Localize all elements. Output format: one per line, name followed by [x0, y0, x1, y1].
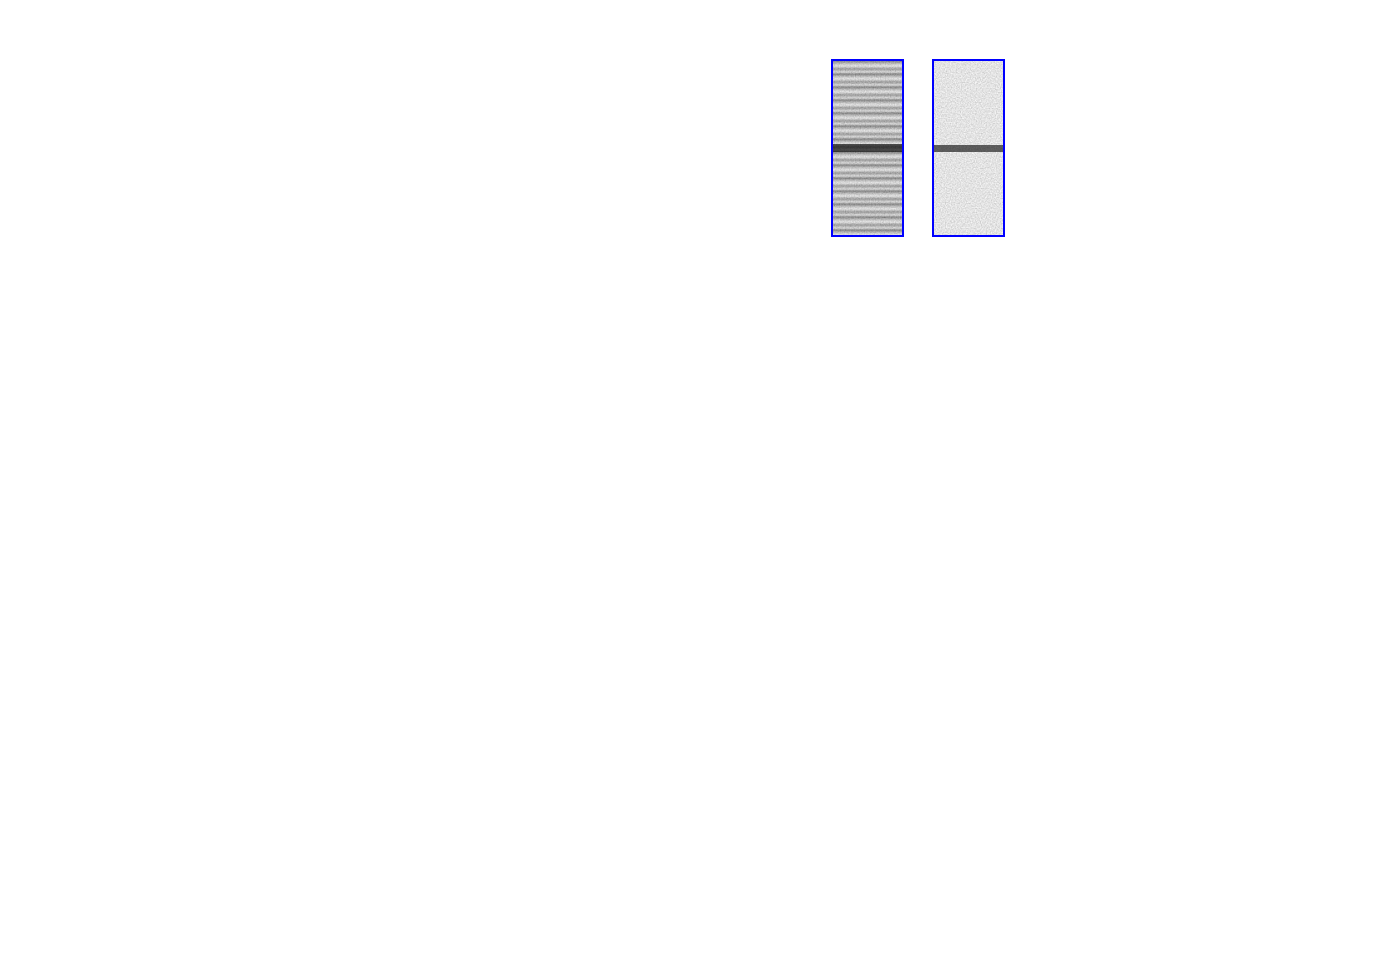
full-spectrum-plot — [60, 347, 1305, 451]
line-fit-zoom-plot — [1018, 50, 1318, 235]
spectrum-legend — [95, 448, 1300, 464]
emission-line-labels — [95, 264, 1300, 347]
clean-emission-band — [934, 145, 1003, 152]
sky-emission-band — [833, 144, 902, 152]
with-sky-image — [831, 59, 904, 237]
report-meta — [1056, 4, 1105, 52]
clean-image — [932, 59, 1005, 237]
